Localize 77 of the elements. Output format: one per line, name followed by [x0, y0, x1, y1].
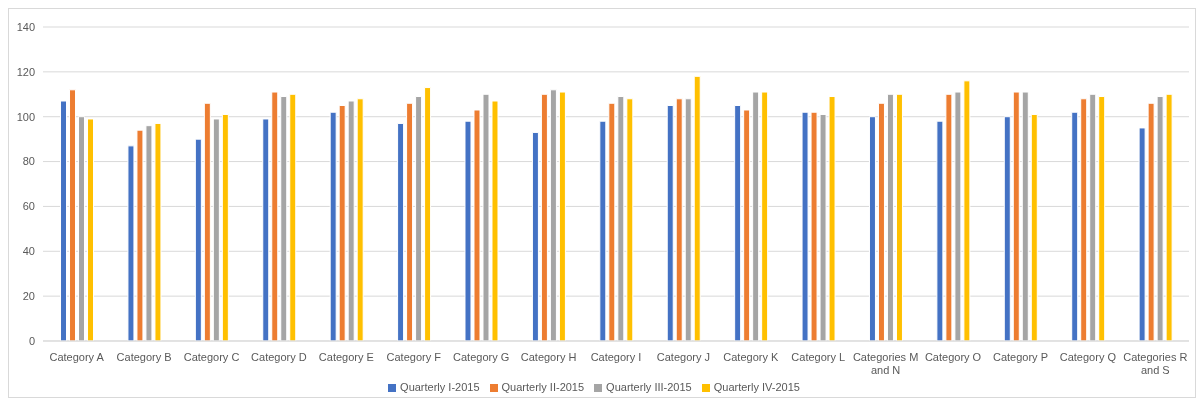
bar [289, 93, 297, 341]
x-tick-label: Categories R and S [1123, 351, 1188, 376]
x-tick-label: Category C [183, 351, 240, 363]
x-tick-label: Category H [520, 351, 577, 363]
y-tick-label: 100 [16, 110, 35, 123]
bar [406, 102, 414, 341]
x-tick-label: Category Q [1059, 351, 1117, 363]
bar [78, 116, 86, 341]
y-tick-label: 140 [16, 20, 35, 33]
bar [761, 91, 769, 341]
bar [397, 122, 405, 341]
y-tick-label: 40 [22, 245, 35, 258]
x-tick-label: Category P [992, 351, 1048, 363]
x-tick-label: Category O [924, 351, 982, 363]
x-tick-label: Category F [386, 351, 442, 363]
x-tick-label: Category E [318, 351, 374, 363]
bar [666, 105, 674, 341]
x-tick-label: Category B [116, 351, 172, 363]
legend-label: Quarterly IV-2015 [713, 381, 800, 393]
bar [1012, 91, 1020, 341]
x-tick-label: Category G [453, 351, 510, 363]
bar [280, 96, 288, 341]
bar [262, 118, 270, 341]
bar [734, 105, 742, 341]
y-tick-label: 60 [22, 200, 35, 213]
bar [1080, 98, 1088, 341]
bar [868, 116, 876, 341]
x-tick-label: Category J [656, 351, 711, 363]
x-tick-label: Category D [251, 351, 307, 363]
bar [886, 93, 894, 341]
bar [1089, 93, 1097, 341]
bar [60, 100, 68, 341]
bar [558, 91, 566, 341]
x-tick-label: Categories M and N [852, 351, 919, 376]
legend-label: Quarterly II-2015 [501, 381, 585, 393]
bar [549, 89, 557, 341]
bar [1030, 113, 1038, 341]
bar [693, 75, 701, 341]
bar [1071, 111, 1079, 341]
bar [540, 93, 548, 341]
bar [626, 98, 634, 341]
bar [87, 118, 95, 341]
bar [203, 102, 211, 341]
bar [895, 93, 903, 341]
bar [69, 89, 77, 341]
bar [1003, 116, 1011, 341]
bar [221, 113, 229, 341]
legend-label: Quarterly III-2015 [606, 381, 692, 393]
bar [743, 109, 751, 341]
bar [415, 96, 423, 341]
x-tick-label: Category I [590, 351, 642, 363]
bar [329, 111, 337, 341]
legend-label: Quarterly I-2015 [400, 381, 480, 393]
x-tick-label: Category K [723, 351, 779, 363]
bar [877, 102, 885, 341]
bar [684, 98, 692, 341]
y-tick-label: 80 [22, 155, 35, 168]
bar [194, 138, 202, 341]
bar [338, 105, 346, 341]
x-tick-label: Category L [791, 351, 846, 363]
bar [212, 118, 220, 341]
bar [347, 100, 355, 341]
bar [675, 98, 683, 341]
bar [608, 102, 616, 341]
bar [424, 87, 432, 341]
x-tick-label: Category A [49, 351, 105, 363]
bar [1021, 91, 1029, 341]
bar [599, 120, 607, 341]
bar [531, 131, 539, 341]
y-tick-label: 0 [28, 334, 35, 347]
y-tick-label: 120 [16, 65, 35, 78]
bar [617, 96, 625, 341]
bar [356, 98, 364, 341]
y-tick-label: 20 [22, 290, 35, 303]
bar [1098, 96, 1106, 341]
bar [752, 91, 760, 341]
bar [271, 91, 279, 341]
